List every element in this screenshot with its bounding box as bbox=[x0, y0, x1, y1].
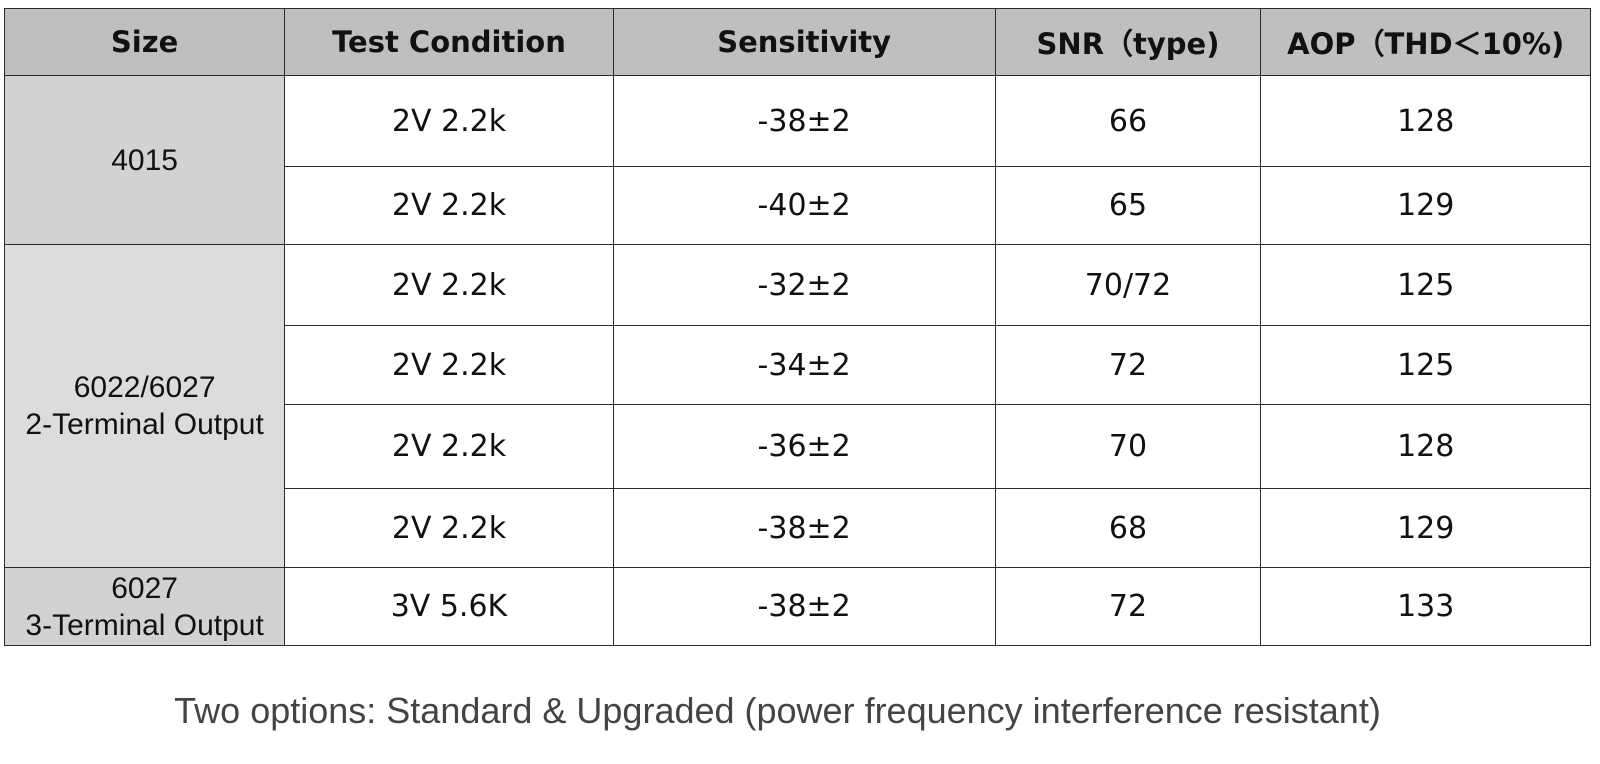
header-sensitivity: Sensitivity bbox=[612, 8, 996, 76]
test-condition-cell: 2V 2.2k bbox=[284, 244, 614, 326]
test-condition-cell: 2V 2.2k bbox=[284, 325, 614, 405]
sensitivity-cell: -34±2 bbox=[612, 325, 996, 405]
footnote-text: Two options: Standard & Upgraded (power … bbox=[174, 690, 1381, 731]
sensitivity-cell: -38±2 bbox=[612, 488, 996, 568]
snr-cell: 72 bbox=[994, 567, 1262, 646]
sensitivity-cell: -36±2 bbox=[612, 404, 996, 489]
snr-cell: 70 bbox=[994, 404, 1262, 489]
header-snr: SNR（type) bbox=[994, 8, 1262, 76]
table-row: 2V 2.2k -36±2 70 128 bbox=[5, 404, 1591, 489]
size-sublabel: 2-Terminal Output bbox=[25, 408, 264, 441]
aop-cell: 125 bbox=[1260, 325, 1591, 405]
aop-cell: 133 bbox=[1260, 567, 1591, 646]
size-cell-6027: 6027 3-Terminal Output bbox=[3, 567, 286, 646]
aop-cell: 128 bbox=[1260, 75, 1591, 167]
size-cell-6022-6027: 6022/6027 2-Terminal Output bbox=[3, 244, 286, 568]
table-row: 2V 2.2k -40±2 65 129 bbox=[5, 166, 1591, 245]
sensitivity-cell: -32±2 bbox=[612, 244, 996, 326]
spec-table: Size Test Condition Sensitivity SNR（type… bbox=[3, 8, 1591, 646]
header-size: Size bbox=[3, 8, 286, 76]
aop-cell: 129 bbox=[1260, 488, 1591, 568]
aop-cell: 129 bbox=[1260, 166, 1591, 245]
snr-cell: 70/72 bbox=[994, 244, 1262, 326]
table-row: 6022/6027 2-Terminal Output 2V 2.2k -32±… bbox=[3, 244, 1591, 568]
test-condition-cell: 2V 2.2k bbox=[284, 166, 614, 245]
test-condition-cell: 2V 2.2k bbox=[284, 404, 614, 489]
aop-cell: 128 bbox=[1260, 404, 1591, 489]
table-row: 6027 3-Terminal Output 3V 5.6K -38±2 72 … bbox=[3, 567, 1591, 646]
table-row: 2V 2.2k -34±2 72 125 bbox=[5, 325, 1591, 405]
header-row: Size Test Condition Sensitivity SNR（type… bbox=[3, 8, 1591, 76]
snr-cell: 68 bbox=[994, 488, 1262, 568]
table-row: 4015 2V 2.2k -38±2 66 128 bbox=[3, 75, 1591, 245]
sensitivity-cell: -40±2 bbox=[612, 166, 996, 245]
size-sublabel: 3-Terminal Output bbox=[25, 608, 264, 642]
size-cell-4015: 4015 bbox=[3, 75, 286, 245]
header-aop: AOP（THD＜10%) bbox=[1260, 8, 1591, 76]
test-condition-cell: 2V 2.2k bbox=[284, 75, 614, 167]
sensitivity-cell: -38±2 bbox=[612, 567, 996, 646]
sensitivity-cell: -38±2 bbox=[612, 75, 996, 167]
snr-cell: 65 bbox=[994, 166, 1262, 245]
size-label: 4015 bbox=[111, 143, 178, 177]
aop-cell: 125 bbox=[1260, 244, 1591, 326]
test-condition-cell: 2V 2.2k bbox=[284, 488, 614, 568]
size-label: 6027 bbox=[111, 571, 178, 605]
snr-cell: 66 bbox=[994, 75, 1262, 167]
header-test-condition: Test Condition bbox=[284, 8, 614, 76]
size-label: 6022/6027 bbox=[73, 371, 216, 404]
snr-cell: 72 bbox=[994, 325, 1262, 405]
test-condition-cell: 3V 5.6K bbox=[284, 567, 614, 646]
